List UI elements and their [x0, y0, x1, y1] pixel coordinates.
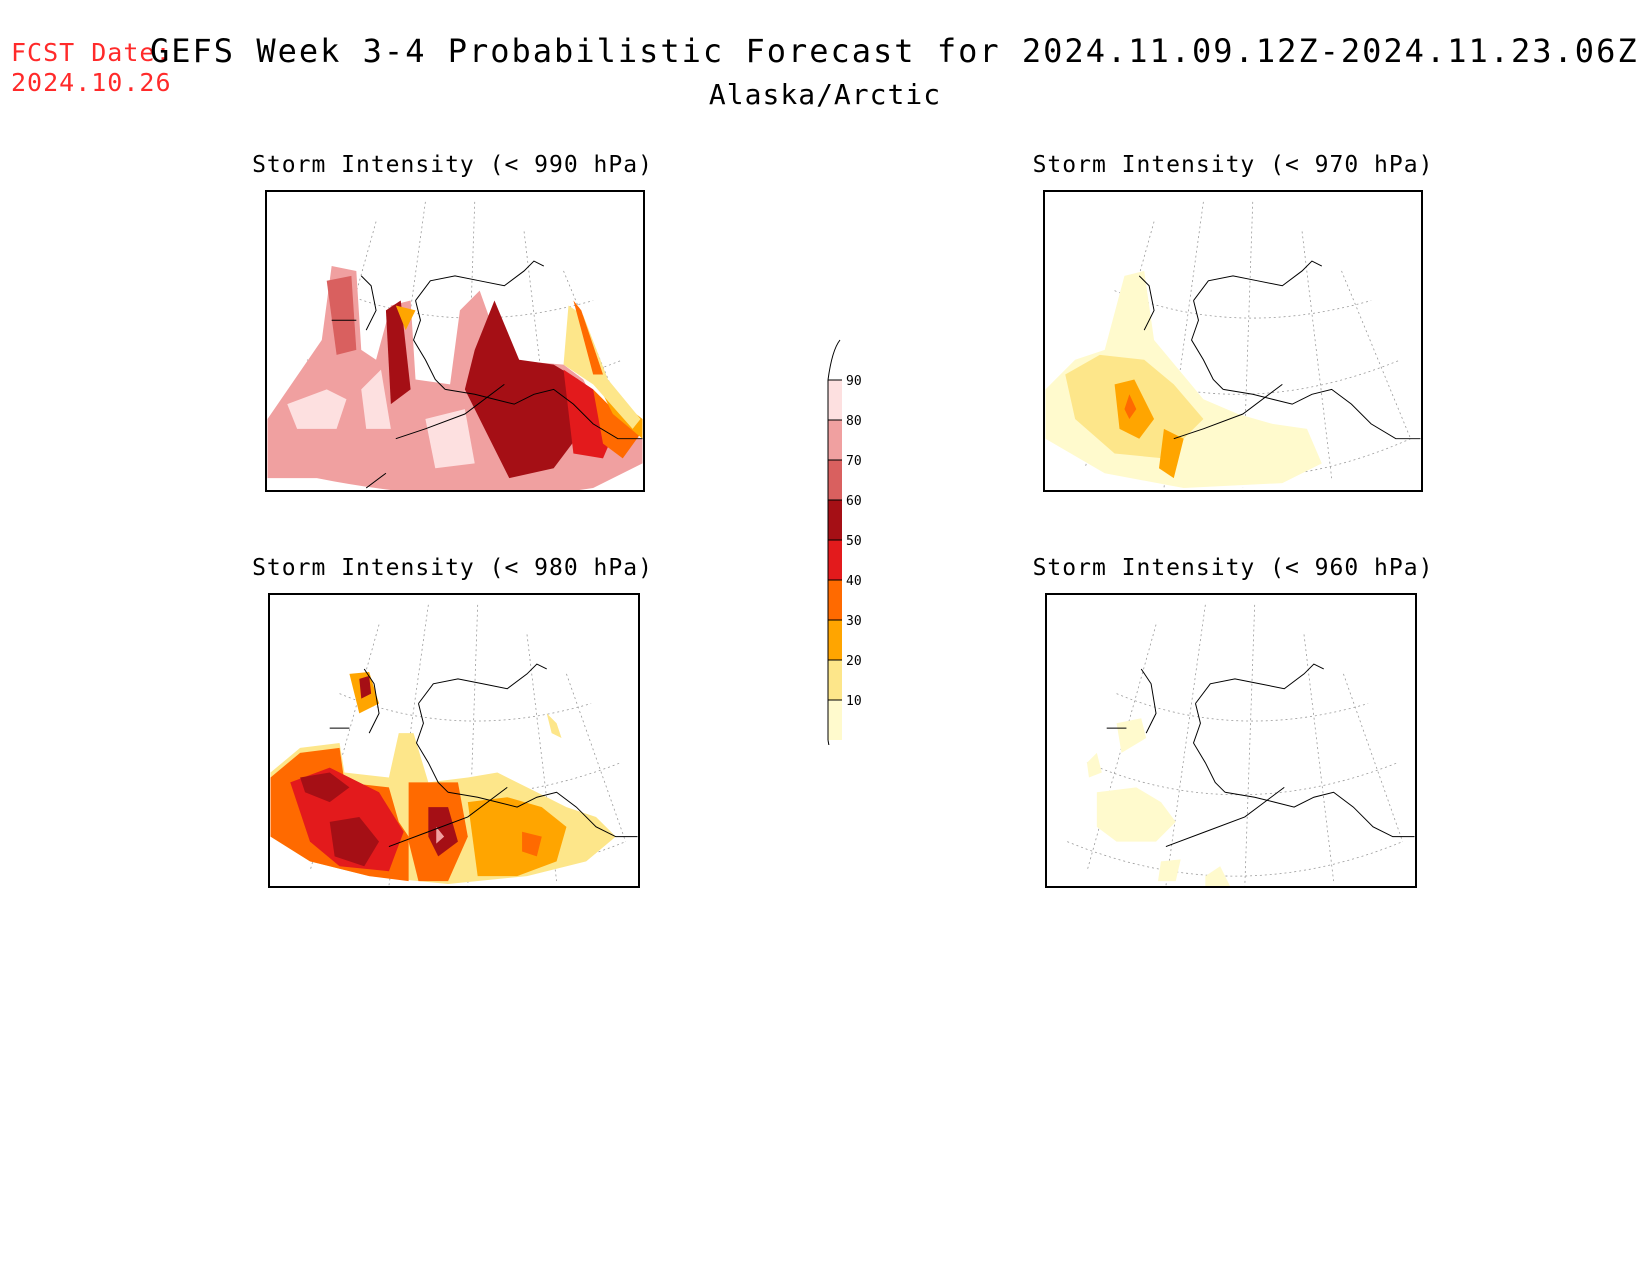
fcst-label: FCST Date: [11, 38, 172, 67]
map-990 [267, 201, 643, 490]
region-subtitle: Alaska/Arctic [708, 78, 942, 111]
colorbar-swatch-5 [828, 540, 842, 580]
map-980 [270, 604, 638, 886]
colorbar-top-cap [827, 339, 841, 381]
map-panel-990 [265, 190, 645, 492]
map-panel-960 [1045, 593, 1417, 888]
fcst-date-label: FCST Date: 2024.10.26 [11, 38, 172, 98]
colorbar-swatch-2 [828, 660, 842, 700]
colorbar-swatch-4 [828, 580, 842, 620]
colorbar-tick-label-70: 70 [846, 454, 862, 469]
colorbar-tick-label-60: 60 [846, 494, 862, 509]
colorbar-swatch-1 [828, 700, 842, 740]
colorbar-swatch-8 [828, 420, 842, 460]
colorbar-swatch-7 [828, 460, 842, 500]
colorbar-tick-label-90: 90 [846, 374, 862, 389]
page-title: GEFS Week 3-4 Probabilistic Forecast for… [150, 32, 1639, 70]
colorbar-bottom-cap [827, 739, 841, 776]
colorbar-swatch-9 [828, 380, 842, 420]
panel-title-980: Storm Intensity (< 980 hPa) [252, 555, 653, 581]
colorbar-swatch-3 [828, 620, 842, 660]
colorbar-tick-label-40: 40 [846, 574, 862, 589]
fcst-date: 2024.10.26 [11, 68, 172, 97]
colorbar-tick-label-30: 30 [846, 614, 862, 629]
map-960 [1067, 604, 1415, 886]
map-970 [1045, 201, 1421, 489]
colorbar: 10 20 30 40 50 60 70 80 90 [820, 335, 880, 776]
colorbar-tick-label-20: 20 [846, 654, 862, 669]
panel-title-970: Storm Intensity (< 970 hPa) [1032, 152, 1434, 178]
panel-title-960: Storm Intensity (< 960 hPa) [1032, 555, 1434, 581]
colorbar-tick-label-50: 50 [846, 534, 862, 549]
map-panel-970 [1043, 190, 1423, 492]
colorbar-swatch-6 [828, 500, 842, 540]
colorbar-tick-label-10: 10 [846, 694, 862, 709]
colorbar-tick-label-80: 80 [846, 414, 862, 429]
colorbar-svg: 10 20 30 40 50 60 70 80 90 [827, 339, 862, 776]
map-panel-980 [268, 593, 640, 888]
panel-title-990: Storm Intensity (< 990 hPa) [252, 152, 653, 178]
